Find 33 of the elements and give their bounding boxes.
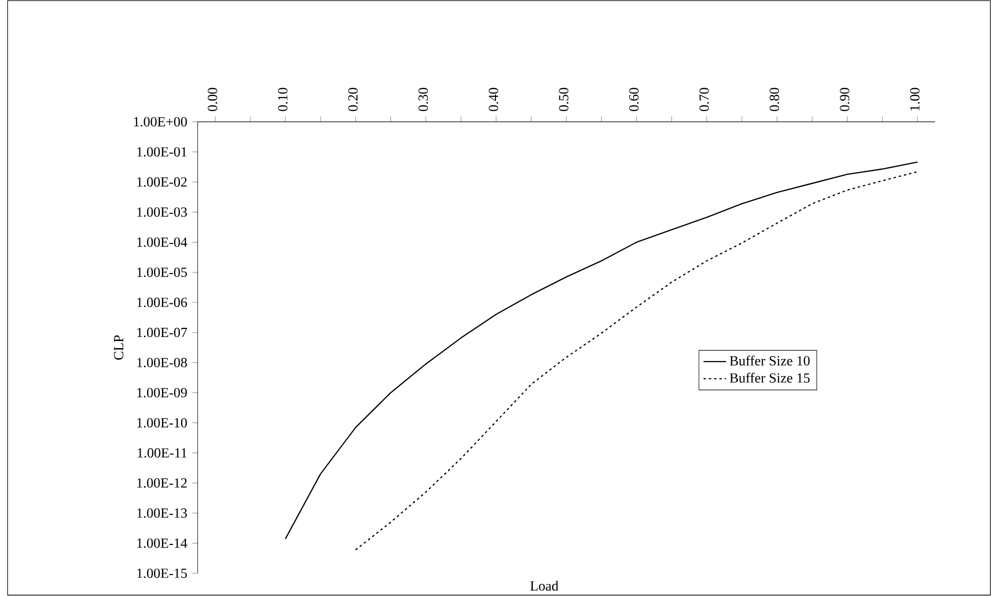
legend-label: Buffer Size 10 <box>730 356 810 366</box>
x-tick-label: 0.90 <box>840 88 850 112</box>
y-tick-label: 1.00E-01 <box>137 147 187 157</box>
y-tick-label: 1.00E-10 <box>137 418 187 428</box>
y-tick-label: 1.00E-03 <box>137 207 187 217</box>
y-tick-label: 1.00E-12 <box>137 478 187 488</box>
y-tick-label: 1.00E-08 <box>137 358 187 368</box>
y-tick-label: 1.00E-02 <box>137 177 187 187</box>
y-tick-label: 1.00E-15 <box>137 568 187 578</box>
line-series <box>284 162 918 540</box>
x-axis-title: Load <box>530 580 558 591</box>
y-tick-label: 1.00E-14 <box>137 538 188 548</box>
legend-label: Buffer Size 15 <box>730 372 810 383</box>
y-tick-label: 1.00E+00 <box>134 117 187 127</box>
y-tick-label: 1.00E-11 <box>138 448 187 458</box>
x-tick-label: 0.40 <box>488 88 498 112</box>
y-tick-label: 1.00E-04 <box>137 238 188 248</box>
x-tick-label: 0.60 <box>629 88 639 112</box>
y-tick-label: 1.00E-05 <box>137 268 187 278</box>
x-tick-label: 0.20 <box>348 88 358 112</box>
x-tick-label: 0.70 <box>699 88 709 112</box>
y-tick-label: 1.00E-13 <box>137 508 187 518</box>
x-tick-label: 0.80 <box>770 88 780 112</box>
x-tick-label: 0.10 <box>278 88 288 112</box>
y-tick-label: 1.00E-06 <box>137 298 188 308</box>
x-tick-label: 0.50 <box>558 88 568 112</box>
y-tick-label: 1.00E-09 <box>137 388 187 398</box>
line-series <box>355 171 918 551</box>
x-tick-label: 0.30 <box>418 88 428 112</box>
y-tick-label: 1.00E-07 <box>137 328 188 338</box>
y-axis-title: CLP <box>114 335 124 360</box>
x-tick-label: 0.00 <box>208 88 218 112</box>
x-tick-label: 1.00 <box>910 88 920 111</box>
